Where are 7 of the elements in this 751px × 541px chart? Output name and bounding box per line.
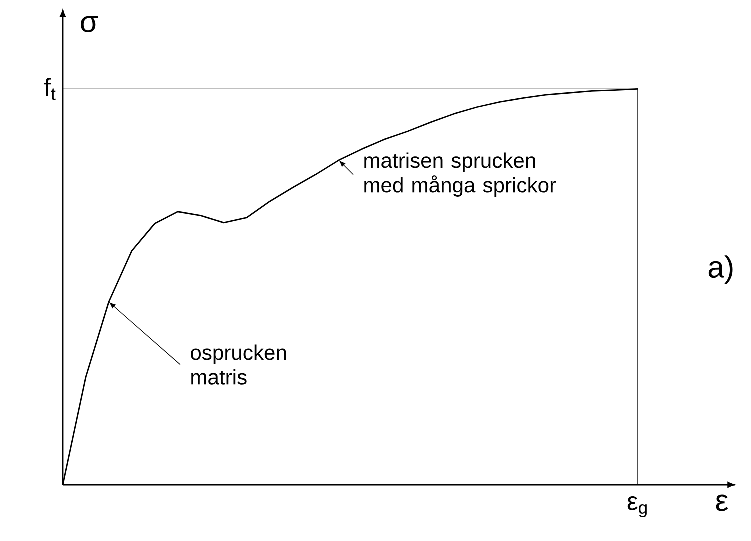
text: a) (708, 256, 733, 284)
text: ε$_{g}$ (628, 496, 647, 518)
annotation: osprucken matris (191, 344, 286, 385)
annotation: matrisen sprucken med många sprickor (364, 152, 556, 197)
y-axis-title: σ (81, 16, 98, 33)
x-axis-title: ε (716, 494, 728, 512)
ref-line-label: f$_{t}$ (44, 78, 56, 100)
